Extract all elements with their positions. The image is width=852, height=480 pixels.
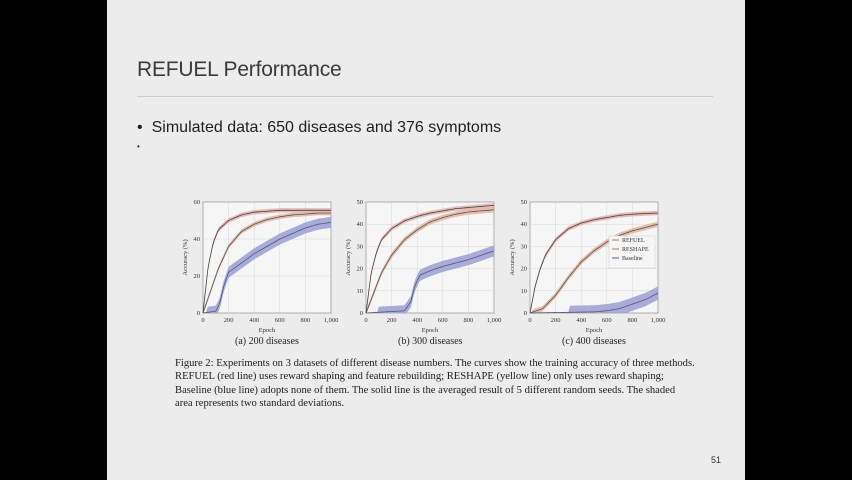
x-tick-label: 1,000 xyxy=(651,317,666,324)
x-tick-label: 0 xyxy=(364,317,367,324)
bullet-item: • Simulated data: 650 diseases and 376 sy… xyxy=(137,119,501,137)
y-axis-label: Accuracy (%) xyxy=(182,239,189,275)
x-tick-label: 800 xyxy=(301,317,311,324)
line-reshape xyxy=(202,212,331,314)
line-refuel xyxy=(529,212,659,314)
title-divider xyxy=(137,96,713,97)
y-tick-label: 40 xyxy=(194,236,201,243)
line-baseline xyxy=(365,250,495,314)
slide-title: REFUEL Performance xyxy=(137,58,342,81)
y-tick-label: 20 xyxy=(194,273,201,280)
x-tick-label: 400 xyxy=(412,317,422,324)
page-number: 51 xyxy=(711,455,722,465)
x-tick-label: 200 xyxy=(387,317,397,324)
x-tick-label: 200 xyxy=(224,317,234,324)
y-tick-label: 10 xyxy=(357,288,364,295)
bullet-marker: • xyxy=(137,119,143,136)
y-tick-label: 10 xyxy=(521,288,528,295)
legend-label: RESHAPE xyxy=(622,247,649,253)
x-axis-label: Epoch xyxy=(586,327,603,334)
y-tick-label: 0 xyxy=(360,310,363,317)
x-tick-label: 1,000 xyxy=(487,317,502,324)
subcaption-b: (b) 300 diseases xyxy=(398,336,463,347)
line-reshape xyxy=(529,223,659,314)
chart-panel-1: 0 200 400 600 800 1,000 0 10 20 30 40 50 Epoch Accura… xyxy=(345,199,502,334)
y-axis-label: Accuracy (%) xyxy=(345,239,352,275)
line-baseline xyxy=(529,292,659,314)
y-axis-label: Accuracy (%) xyxy=(509,239,516,275)
slide: REFUEL Performance • Simulated data: 650 … xyxy=(107,0,745,480)
y-tick-label: 20 xyxy=(521,266,528,273)
x-tick-label: 600 xyxy=(438,317,448,324)
x-axis-label: Epoch xyxy=(422,327,439,334)
y-tick-label: 0 xyxy=(197,310,200,317)
y-tick-label: 0 xyxy=(524,310,527,317)
x-tick-label: 600 xyxy=(602,317,612,324)
x-tick-label: 600 xyxy=(275,317,285,324)
y-tick-label: 40 xyxy=(521,221,528,228)
chart-panel-2: 0 200 400 600 800 1,000 0 10 20 30 40 50 Epoch Accura… xyxy=(509,199,666,334)
line-refuel xyxy=(365,204,495,314)
y-tick-label: 20 xyxy=(357,266,364,273)
figure: 0 200 400 600 800 1,000 0 20 40 60 Epoch Accuracy (… xyxy=(107,190,745,430)
x-axis-label: Epoch xyxy=(259,327,276,334)
legend-label: Baseline xyxy=(622,256,643,262)
bullet-marker-empty: • xyxy=(137,142,140,151)
legend-box xyxy=(608,235,656,269)
y-tick-label: 50 xyxy=(357,199,364,206)
x-tick-label: 800 xyxy=(464,317,474,324)
y-tick-label: 30 xyxy=(521,243,528,250)
x-tick-label: 400 xyxy=(576,317,586,324)
y-tick-label: 50 xyxy=(521,199,528,206)
y-tick-label: 40 xyxy=(357,221,364,228)
x-tick-label: 200 xyxy=(551,317,561,324)
bullet-text: Simulated data: 650 diseases and 376 sym… xyxy=(151,119,502,136)
band-baseline xyxy=(366,245,494,313)
figure-caption: Figure 2: Experiments on 3 datasets of d… xyxy=(175,358,695,410)
subcaption-a: (a) 200 diseases xyxy=(235,336,299,347)
y-tick-label: 60 xyxy=(194,199,201,206)
line-baseline xyxy=(202,221,332,314)
chart-panel-0: 0 200 400 600 800 1,000 0 20 40 60 Epoch Accuracy (… xyxy=(182,199,339,334)
x-tick-label: 0 xyxy=(201,317,204,324)
legend-label: REFUEL xyxy=(622,238,645,244)
band-baseline xyxy=(203,216,331,313)
x-tick-label: 1,000 xyxy=(324,317,339,324)
x-tick-label: 0 xyxy=(528,317,531,324)
y-tick-label: 30 xyxy=(357,243,364,250)
x-tick-label: 400 xyxy=(249,317,259,324)
x-tick-label: 800 xyxy=(628,317,638,324)
subcaption-c: (c) 400 diseases xyxy=(562,336,626,347)
line-refuel xyxy=(202,209,331,314)
line-reshape xyxy=(365,209,495,314)
